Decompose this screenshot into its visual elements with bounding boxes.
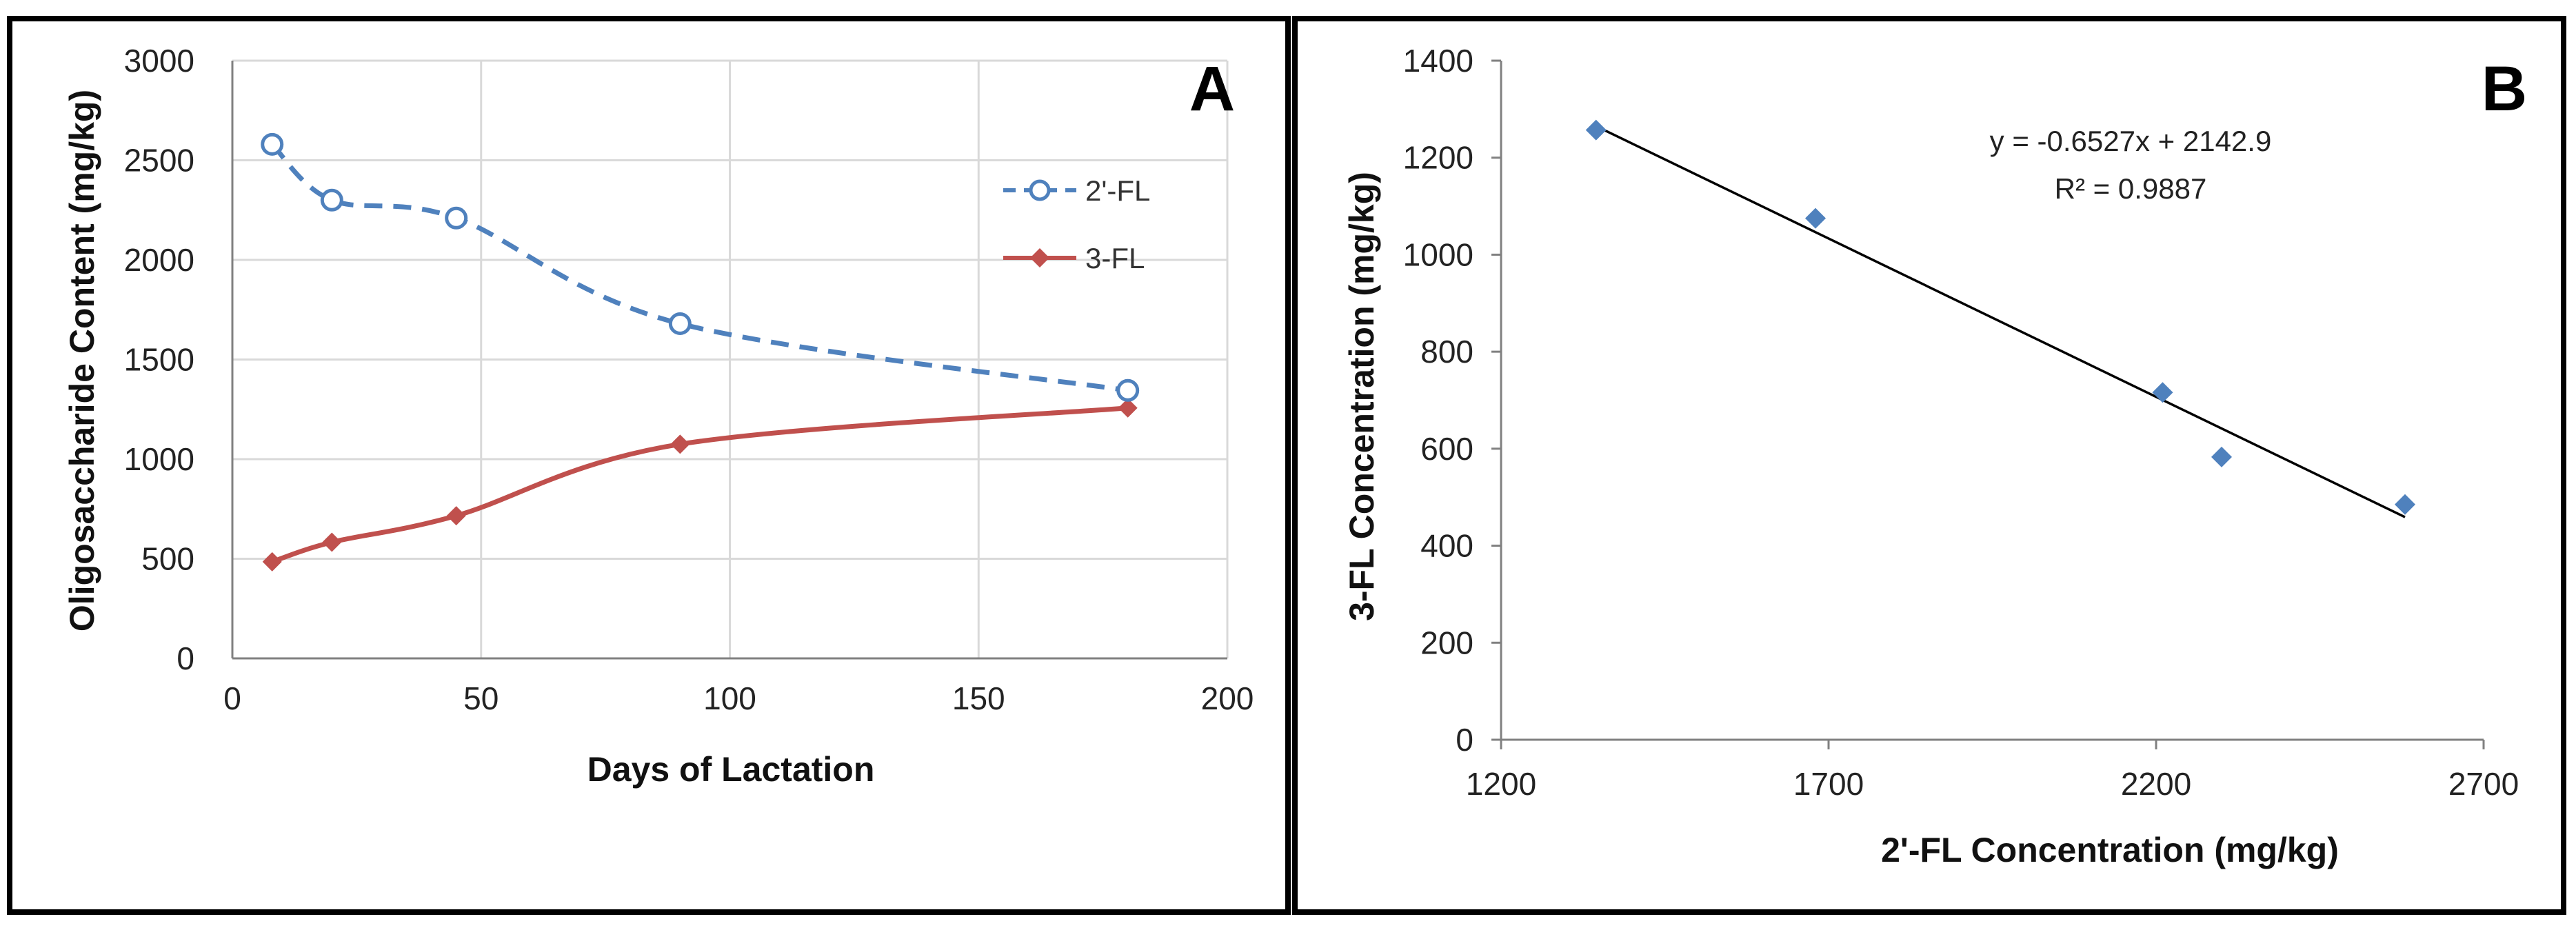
panel-b-y-axis-title: 3-FL Concentration (mg/kg) [1342,172,1381,621]
r-squared-label: R² = 0.9887 [2055,172,2207,205]
panel-b-y-tick-label: 200 [1420,625,1473,660]
panel-b-label: B [2482,54,2527,124]
panel-a-y-tick-label: 3000 [124,43,194,79]
panel-a-x-tick-label: 0 [223,680,241,716]
panel-b-y-tick-label: 1000 [1403,236,1473,272]
panel-a-chart: 0 50 100 150 200 0 500 1000 1500 2000 2500 3000 2'… [63,43,1254,789]
panel-b-y-tick-labels: 0 200 400 600 800 1000 1200 1400 [1403,43,1473,758]
panel-b-y-tick-label: 1400 [1403,43,1473,79]
trendline-equation: y = -0.6527x + 2142.9 [1990,125,2272,157]
panel-a-x-tick-label: 150 [952,680,1005,716]
panel-b-frame [1292,16,2566,915]
panel-a-y-tick-label: 0 [177,640,194,676]
panel-b-y-tick-label: 400 [1420,528,1473,564]
series-3fl-point [322,532,342,552]
legend-3fl-label: 3-FL [1085,242,1145,274]
panel-a-x-tick-label: 100 [703,680,756,716]
panel-b-trendline-group [1595,125,2406,518]
legend-2fl-label: 2'-FL [1085,174,1150,207]
panel-b-points [1585,119,2415,515]
panel-b-x-tick-label: 2700 [2448,766,2519,802]
panel-b-y-tick-label: 1200 [1403,140,1473,176]
series-2fl-point [320,188,343,212]
scatter-point [1805,208,1826,229]
panel-b-x-tick-label: 1700 [1793,766,1864,802]
scatter-point [2395,494,2415,515]
panel-a-label: A [1189,54,1235,124]
panel-a-x-tick-label: 50 [463,680,499,716]
panel-a-y-tick-label: 2500 [124,143,194,179]
series-2fl-point [445,206,468,230]
panel-a-y-tick-label: 1000 [124,441,194,477]
panel-a-y-tick-label: 2000 [124,242,194,278]
series-3fl-point [1118,398,1138,418]
series-2fl-line [270,142,1129,393]
panel-a-frame [7,16,1291,915]
series-3fl-point [670,434,690,454]
panel-a-axes [231,61,1227,660]
panel-a-y-tick-labels: 0 500 1000 1500 2000 2500 3000 [124,43,194,676]
panel-b-x-tick-labels: 1200 1700 2200 2700 [1466,766,2519,802]
panel-a-x-tick-labels: 0 50 100 150 200 [223,680,1254,716]
panel-b-axes [1491,59,2485,749]
series-2fl-point [668,312,692,335]
panel-b-x-axis-title: 2'-FL Concentration (mg/kg) [1881,831,2339,869]
panel-b-x-tick-label: 1200 [1466,766,1536,802]
legend-2fl-marker [1029,179,1051,201]
panel-b-x-tick-label: 2200 [2121,766,2191,802]
panel-b-y-tick-label: 600 [1420,431,1473,467]
panel-b-chart: 1200 1700 2200 2700 0 200 400 600 800 1000 1200 14… [1342,43,2527,869]
panel-b-y-tick-label: 0 [1456,722,1473,758]
panel-a-y-axis-title: Oligosaccharide Content (mg/kg) [63,90,101,631]
series-2fl-point [1116,378,1140,402]
panel-a-x-tick-label: 200 [1201,680,1254,716]
scatter-point [2211,446,2232,467]
trendline [1595,125,2406,518]
panel-a-y-tick-label: 500 [141,541,194,577]
panel-a-legend: 2'-FL 3-FL [1003,174,1150,274]
panel-a-series [261,132,1140,572]
panel-a-x-axis-title: Days of Lactation [587,750,875,789]
series-3fl-point [262,552,282,572]
series-3fl-point [446,506,466,526]
series-2fl-point [261,132,284,156]
scatter-point [2152,382,2173,403]
panel-b-y-tick-label: 800 [1420,334,1473,370]
scatter-point [1585,119,1607,141]
legend-3fl-marker [1030,248,1049,267]
panel-a-y-tick-label: 1500 [124,342,194,378]
